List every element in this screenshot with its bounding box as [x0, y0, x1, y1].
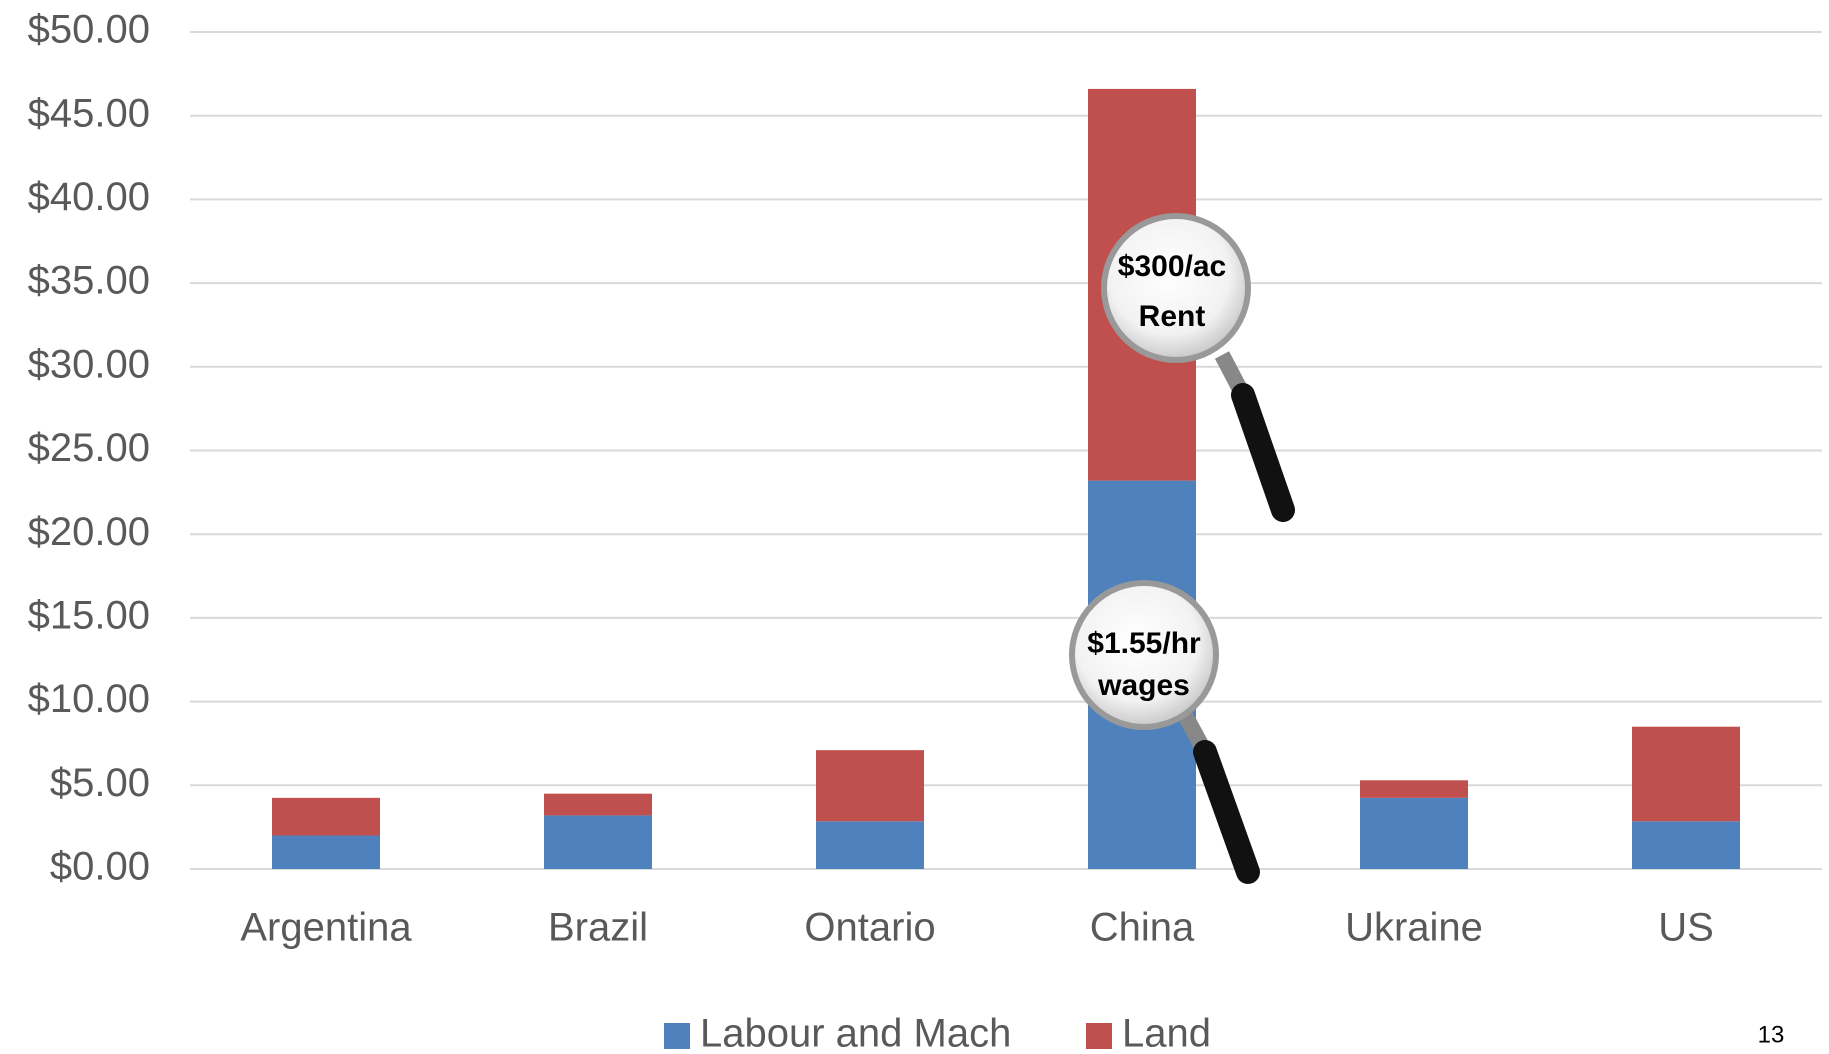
bar-segment: [816, 750, 924, 822]
annotation: $300/ac: [1118, 250, 1226, 283]
bar-segment: [1632, 726, 1740, 822]
y-tick-label: $25.00: [28, 426, 150, 470]
legend-swatch: [664, 1023, 690, 1049]
y-tick-label: $0.00: [50, 845, 150, 889]
annotation: $1.55/hr: [1087, 627, 1201, 660]
bar-segment: [816, 821, 924, 869]
y-tick-label: $35.00: [28, 259, 150, 303]
bar-segment: [272, 797, 380, 836]
bar-segment: [272, 835, 380, 869]
bar-segment: [544, 793, 652, 816]
x-tick-label: China: [1090, 906, 1195, 950]
y-tick-label: $45.00: [28, 91, 150, 135]
legend-swatch: [1086, 1023, 1112, 1049]
legend-label: Labour and Mach: [700, 1012, 1011, 1054]
bar-segment: [544, 815, 652, 869]
plot-area: $0.00 $5.00 $10.00 $15.00 $20.00 $25.00 $30.00…: [28, 8, 1822, 1054]
x-tick-label: US: [1658, 906, 1714, 950]
bar-segment: [1632, 821, 1740, 869]
magnifier: $300/ac Rent: [1101, 213, 1295, 522]
x-tick-label: Ontario: [804, 906, 935, 950]
y-tick-label: $10.00: [28, 677, 150, 721]
annotation: wages: [1097, 669, 1190, 702]
magnifier: $1.55/hr wages: [1069, 580, 1260, 884]
bar-segment: [1360, 797, 1468, 869]
legend-label: Land: [1122, 1012, 1211, 1054]
annotation: Rent: [1139, 300, 1206, 333]
page-number: 13: [1758, 1021, 1785, 1048]
y-tick-label: $15.00: [28, 593, 150, 637]
y-tick-label: $5.00: [50, 761, 150, 805]
y-tick-label: $50.00: [28, 8, 150, 52]
x-tick-label: Argentina: [240, 906, 412, 950]
y-tick-label: $30.00: [28, 342, 150, 386]
x-tick-label: Ukraine: [1345, 906, 1483, 950]
bar-segment: [1360, 780, 1468, 798]
y-tick-label: $40.00: [28, 175, 150, 219]
x-tick-label: Brazil: [548, 906, 648, 950]
y-tick-label: $20.00: [28, 510, 150, 554]
